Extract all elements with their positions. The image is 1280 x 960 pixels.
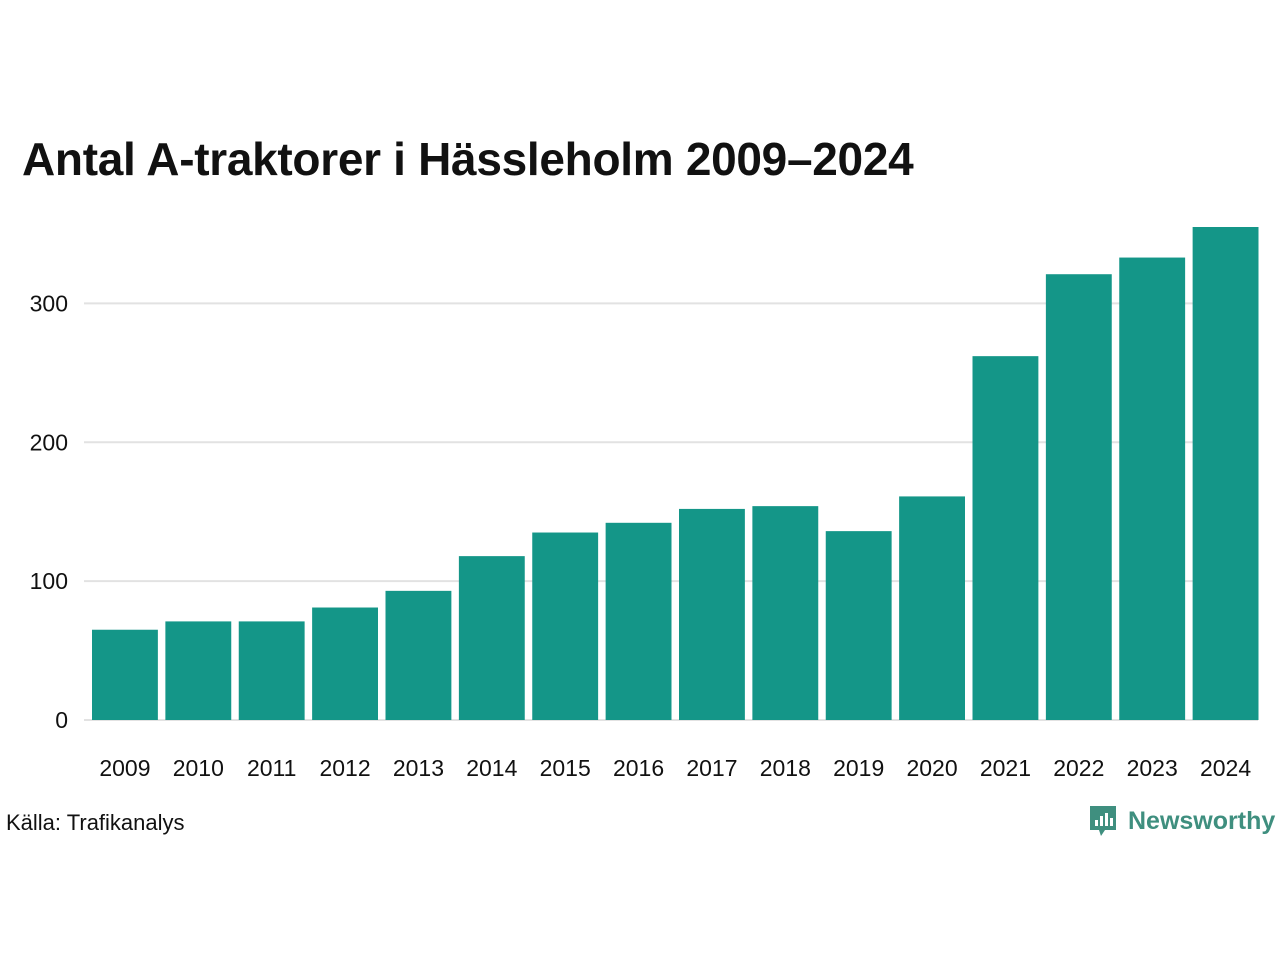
y-tick-label: 200 — [30, 429, 68, 455]
bar-2020 — [899, 496, 965, 720]
x-tick-label: 2011 — [247, 755, 296, 781]
x-tick-label: 2016 — [613, 755, 664, 781]
x-tick-label: 2022 — [1053, 755, 1104, 781]
bars — [92, 227, 1259, 720]
y-tick-labels: 0 100 200 300 — [30, 290, 68, 733]
bar-2013 — [385, 590, 452, 720]
bar-2022 — [1045, 274, 1112, 720]
x-tick-label: 2015 — [540, 755, 591, 781]
bar-2017 — [679, 508, 745, 720]
x-tick-label: 2012 — [319, 755, 370, 781]
x-tick-label: 2019 — [833, 755, 884, 781]
bar-2011 — [238, 621, 305, 720]
brand-logo: Newsworthy — [1088, 804, 1275, 838]
bar-2021 — [972, 356, 1039, 720]
x-tick-label: 2009 — [99, 755, 150, 781]
y-tick-label: 100 — [30, 568, 68, 594]
brand-name: Newsworthy — [1128, 806, 1276, 835]
y-tick-label: 300 — [30, 290, 68, 316]
bar-2019 — [825, 531, 892, 720]
x-tick-label: 2023 — [1127, 755, 1178, 781]
x-tick-label: 2013 — [393, 755, 444, 781]
source-note: Källa: Trafikanalys — [6, 810, 185, 835]
y-tick-label: 0 — [55, 707, 68, 733]
newsworthy-logo-icon — [1090, 806, 1116, 836]
bar-2009 — [92, 629, 158, 720]
bar-2018 — [752, 506, 819, 720]
bar-2012 — [312, 607, 378, 720]
x-tick-label: 2024 — [1200, 755, 1251, 781]
x-tick-label: 2010 — [173, 755, 224, 781]
bar-2015 — [532, 532, 599, 720]
bar-2023 — [1119, 257, 1186, 720]
bar-2010 — [165, 621, 232, 720]
x-tick-label: 2018 — [760, 755, 811, 781]
chart-title: Antal A-traktorer i Hässleholm 2009–2024 — [22, 133, 914, 185]
bar-2014 — [458, 556, 525, 720]
x-tick-label: 2021 — [980, 755, 1031, 781]
x-tick-label: 2014 — [466, 755, 517, 781]
bar-2016 — [605, 522, 672, 720]
x-tick-label: 2020 — [906, 755, 957, 781]
x-tick-labels: 2009 2010 2011 2012 2013 2014 2015 2016 2017 2018… — [99, 755, 1251, 781]
bar-2024 — [1192, 227, 1259, 720]
x-tick-label: 2017 — [686, 755, 737, 781]
